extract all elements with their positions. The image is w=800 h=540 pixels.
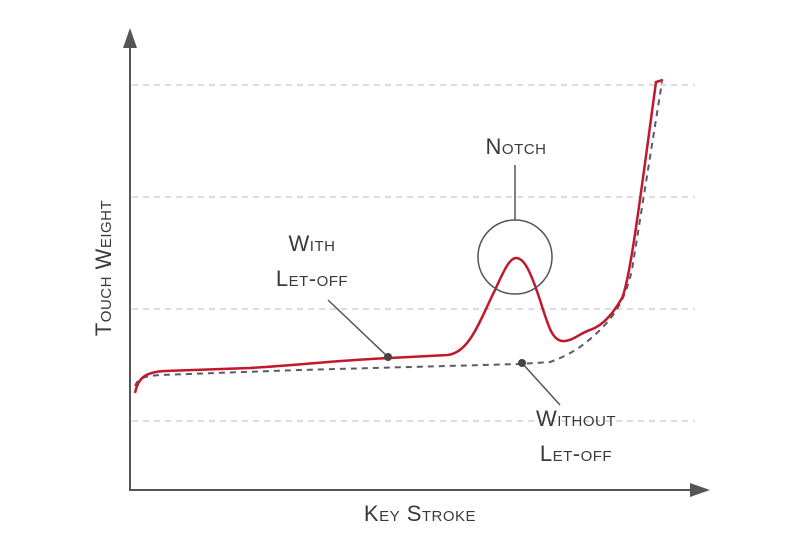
x-axis-label: Key Stroke: [364, 501, 476, 526]
without-leader: [521, 362, 561, 406]
with-leader: [327, 299, 389, 358]
x-axis-arrow: [690, 483, 710, 497]
annotation-line: With: [289, 231, 336, 256]
with-let-off-curve: [133, 78, 664, 394]
guide-lines: [132, 84, 695, 422]
annotation-line: Let-off: [540, 441, 612, 466]
without-dot: [518, 359, 526, 367]
annotation-line: Let-off: [276, 266, 348, 291]
y-axis-label: Touch Weight: [91, 200, 116, 336]
without-let-off-curve: [134, 81, 663, 387]
with-dot: [384, 353, 392, 361]
y-axis-arrow: [123, 28, 137, 48]
annotation-line: Notch: [486, 134, 547, 159]
annotation-line: Without: [536, 406, 616, 431]
